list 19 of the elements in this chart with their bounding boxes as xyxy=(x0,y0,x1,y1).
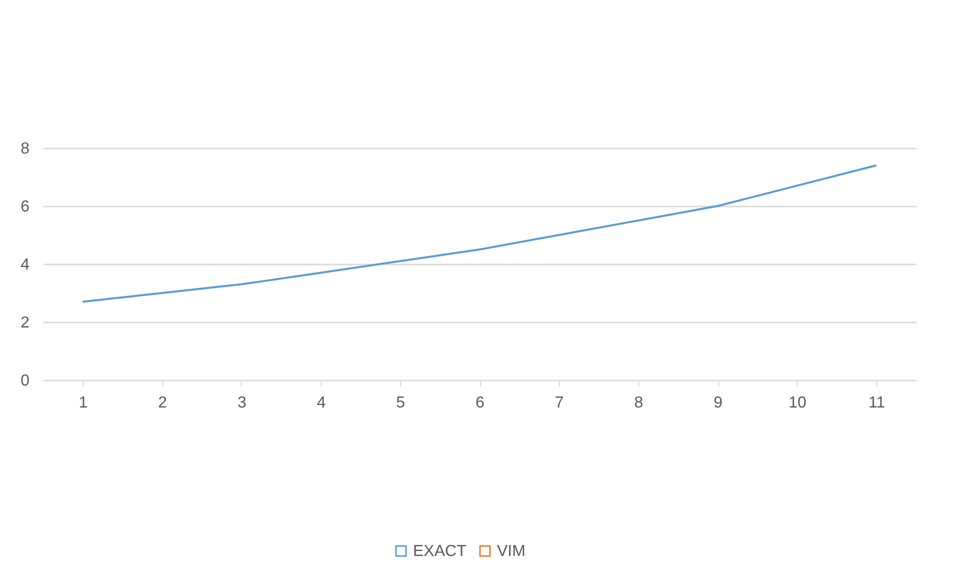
x-tick-label: 3 xyxy=(237,394,246,412)
x-tick-label: 9 xyxy=(714,394,723,412)
y-tick-label: 0 xyxy=(20,372,30,390)
y-tick-label: 2 xyxy=(20,314,30,332)
x-tick-label: 2 xyxy=(158,394,168,412)
legend-label: EXACT xyxy=(413,543,467,560)
y-tick-label: 4 xyxy=(20,256,30,274)
x-tick-label: 5 xyxy=(396,394,406,412)
x-tick-label: 8 xyxy=(634,394,644,412)
x-tick-label: 10 xyxy=(788,394,806,412)
legend-label: VIM xyxy=(497,543,526,560)
y-tick-label: 8 xyxy=(20,140,30,158)
x-tick-label: 1 xyxy=(78,394,88,412)
x-tick-label: 7 xyxy=(554,394,564,412)
x-tick-label: 6 xyxy=(476,394,485,412)
x-tick-label: 11 xyxy=(868,394,886,412)
line-series xyxy=(82,164,878,303)
y-tick-label: 6 xyxy=(20,198,30,216)
x-tick-label: 4 xyxy=(316,394,326,412)
